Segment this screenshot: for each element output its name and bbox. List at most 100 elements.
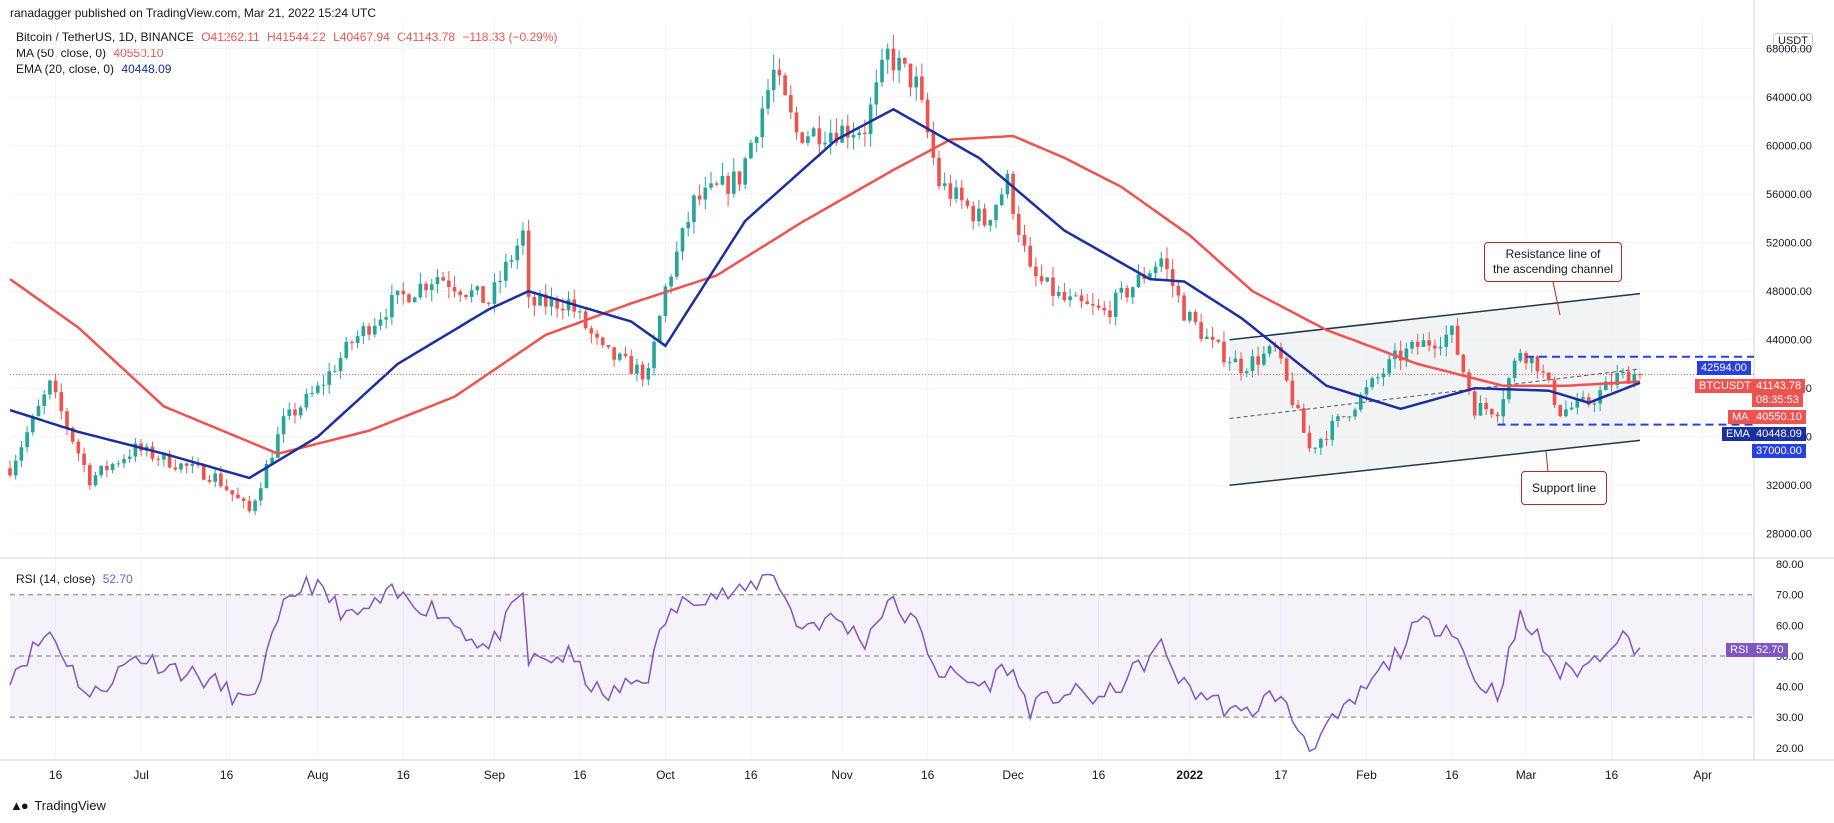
candle-body: [1085, 301, 1090, 305]
currency-unit-button[interactable]: USDT: [1773, 33, 1813, 49]
candle-body: [669, 276, 673, 287]
time-tick-label: Nov: [831, 768, 852, 782]
candle-body: [680, 228, 685, 252]
candle-body: [1398, 350, 1403, 361]
candle-body: [99, 465, 104, 476]
candle-body: [1108, 310, 1112, 318]
candle-body: [1626, 371, 1631, 384]
candle-body: [350, 341, 354, 344]
candle-body: [703, 187, 708, 200]
candle-body: [464, 295, 468, 297]
candles: [8, 34, 1642, 516]
candle-body: [1324, 438, 1329, 440]
price-tick-label: 44000.00: [1766, 335, 1812, 347]
candle-body: [25, 432, 29, 448]
candle-body: [110, 463, 115, 471]
candle-body: [315, 385, 320, 393]
candle-body: [1438, 346, 1443, 349]
candle-body: [749, 142, 753, 159]
candle-body: [127, 456, 132, 459]
candle-body: [1450, 325, 1454, 335]
rsi-pane: [9, 573, 1754, 753]
candle-body: [1062, 291, 1067, 301]
time-tick-label: Jul: [133, 768, 148, 782]
candle-body: [806, 136, 810, 143]
candle-body: [1136, 274, 1141, 288]
candle-body: [8, 468, 12, 476]
ma-legend[interactable]: MA (50, close, 0) 40550.10: [16, 46, 163, 60]
ohlc-high: H41544.22: [267, 30, 326, 44]
candle-body: [458, 291, 463, 296]
candle-body: [999, 194, 1004, 205]
horizontal-levels: [10, 355, 1754, 426]
candle-body: [885, 48, 890, 60]
candle-body: [1102, 307, 1107, 311]
candle-body: [481, 286, 485, 303]
candle-body: [395, 290, 400, 296]
candle-body: [1301, 408, 1306, 433]
candle-body: [1199, 322, 1203, 339]
candle-body: [1478, 403, 1483, 416]
candle-body: [179, 463, 183, 470]
price-tick-label: 68000.00: [1766, 44, 1812, 56]
candle-body: [1615, 373, 1620, 386]
candle-body: [498, 280, 502, 283]
support-callout-text: Support line: [1531, 481, 1597, 495]
candle-body: [378, 319, 383, 326]
candle-body: [902, 57, 907, 64]
candle-body: [1535, 356, 1540, 372]
candle-body: [1427, 340, 1431, 346]
symbol-legend[interactable]: Bitcoin / TetherUS, 1D, BINANCE O41262.1…: [16, 30, 558, 44]
candle-body: [1501, 399, 1506, 417]
candle-body: [811, 128, 816, 137]
candle-body: [1621, 371, 1625, 374]
candle-body: [1187, 312, 1192, 321]
candle-body: [36, 405, 41, 417]
candle-body: [1564, 409, 1568, 417]
candle-body: [578, 311, 582, 313]
rsi-tick-label: 80.00: [1776, 559, 1804, 571]
candle-body: [1290, 380, 1295, 405]
candle-body: [30, 416, 35, 433]
rsi-tick-label: 70.00: [1776, 590, 1804, 602]
candle-body: [1182, 295, 1186, 321]
rsi-tick-label: 40.00: [1776, 682, 1804, 694]
tradingview-brand[interactable]: ▲● TradingView: [10, 798, 106, 813]
candle-body: [1022, 234, 1027, 246]
time-tick-label: 16: [573, 768, 587, 782]
candle-body: [766, 90, 770, 109]
candle-body: [1347, 416, 1352, 418]
candle-body: [236, 494, 240, 499]
candle-body: [777, 69, 782, 76]
ema-legend[interactable]: EMA (20, close, 0) 40448.09: [16, 62, 171, 76]
candle-body: [1210, 336, 1215, 340]
candle-body: [1421, 340, 1426, 347]
ma50-line: [9, 134, 1641, 456]
candle-body: [1273, 346, 1278, 348]
candle-body: [646, 368, 651, 380]
ohlc-open: O41262.11: [201, 30, 260, 44]
time-tick-label: Sep: [484, 768, 506, 782]
candle-body: [908, 63, 913, 88]
candle-body: [1159, 258, 1164, 267]
candle-body: [1313, 447, 1317, 449]
time-tick-label: Aug: [307, 768, 328, 782]
candle-body: [891, 48, 896, 71]
candle-body: [1529, 356, 1534, 364]
candle-body: [1176, 285, 1181, 296]
candle-body: [1381, 373, 1386, 378]
candle-body: [783, 75, 787, 96]
candle-body: [53, 380, 58, 393]
candle-body: [1461, 354, 1466, 373]
candle-body: [1068, 296, 1072, 301]
candle-body: [1256, 356, 1260, 365]
rsi-tick-label: 60.00: [1776, 620, 1804, 632]
channel-midline: [1229, 368, 1641, 420]
time-tick-label: Apr: [1693, 768, 1712, 782]
time-tick-label: Feb: [1356, 768, 1377, 782]
candle-body: [771, 69, 776, 91]
candle-body: [219, 473, 223, 487]
candle-body: [213, 473, 218, 482]
resistance-callout-line1: Resistance line of: [1505, 247, 1601, 261]
